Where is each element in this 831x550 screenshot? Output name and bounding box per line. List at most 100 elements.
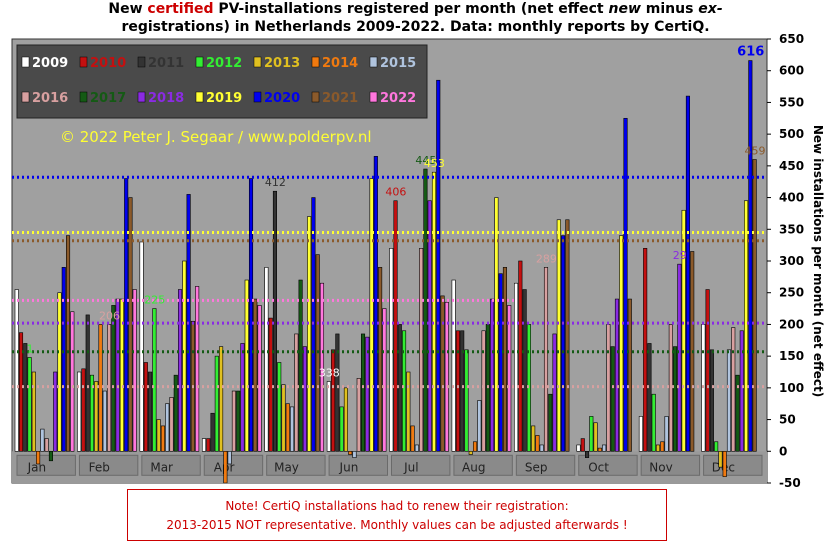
- bar-2019-Jun: [369, 178, 374, 452]
- bar-2018-Dec: [739, 330, 744, 452]
- bar-2012-Mar: [152, 308, 157, 452]
- legend-swatch-2016: [21, 91, 30, 103]
- bar-2009-Mar: [139, 241, 144, 452]
- data-label: 225: [144, 294, 165, 307]
- y-axis-label: New installations per month (net effect): [811, 125, 825, 397]
- bar-2010-Sep: [518, 260, 523, 452]
- bar-2020-Jul: [436, 79, 441, 452]
- y-tick-label: 200: [779, 317, 804, 331]
- y-tick-label: 350: [779, 222, 804, 236]
- data-label: 453: [424, 157, 445, 170]
- bar-2014-Jan: [36, 450, 41, 465]
- bar-2021-Feb: [128, 197, 133, 452]
- bar-2013-Oct: [593, 422, 598, 452]
- bar-2010-May: [268, 317, 273, 452]
- bar-2011-Sep: [522, 289, 527, 452]
- bar-2015-Oct: [602, 444, 607, 452]
- bar-2020-Dec: [748, 60, 753, 452]
- data-label: 29: [673, 249, 687, 262]
- bar-2022-Aug: [507, 305, 512, 452]
- y-tick-label: 650: [779, 32, 804, 46]
- month-band: [703, 454, 763, 476]
- data-label: 1: [26, 342, 33, 355]
- bar-2012-Apr: [214, 355, 219, 452]
- month-band: [453, 454, 513, 476]
- bar-2022-Jun: [382, 308, 387, 452]
- bar-2016-Mar: [169, 397, 174, 452]
- bar-2015-Jun: [352, 450, 357, 458]
- bar-2011-Jan: [23, 343, 28, 452]
- bar-2022-Apr: [257, 305, 262, 452]
- bar-2020-Jan: [61, 267, 66, 452]
- bar-2009-Jun: [326, 381, 331, 452]
- y-tick-label: 250: [779, 286, 804, 300]
- bar-2018-Nov: [677, 263, 682, 452]
- month-label: Jun: [339, 460, 359, 474]
- bar-2022-May: [319, 282, 325, 452]
- month-band: [203, 454, 264, 476]
- bar-2012-Oct: [589, 416, 594, 452]
- title-text: minus: [640, 1, 699, 17]
- legend-swatch-2021: [311, 91, 320, 103]
- month-band: [640, 454, 701, 476]
- bar-2009-Nov: [638, 416, 643, 452]
- month-band: [78, 454, 139, 476]
- bar-2010-Oct: [580, 438, 585, 452]
- bar-2019-May: [307, 216, 312, 452]
- y-tick-label: 550: [779, 95, 804, 109]
- legend-label-2020: 2020: [264, 91, 300, 106]
- chart-title: New certified PV-installations registere…: [0, 0, 831, 36]
- y-tick-label: 50: [779, 413, 796, 427]
- month-label: Jul: [403, 460, 418, 474]
- bar-2020-Jun: [373, 156, 378, 452]
- bar-2018-Jul: [427, 200, 432, 452]
- bar-2011-Jun: [335, 333, 340, 452]
- bar-2022-Jul: [444, 301, 449, 452]
- legend-swatch-2017: [79, 91, 88, 103]
- bar-2016-Dec: [731, 327, 736, 452]
- copyright-text: © 2022 Peter J. Segaar / www.polderpv.nl: [60, 128, 372, 146]
- bar-2017-Mar: [173, 374, 178, 452]
- legend-swatch-2014: [311, 56, 320, 68]
- bar-2010-Dec: [705, 289, 710, 452]
- bar-2014-May: [285, 403, 290, 452]
- y-tick-label: -50: [779, 476, 801, 490]
- bar-2009-Apr: [201, 438, 207, 452]
- legend-swatch-2022: [369, 91, 378, 103]
- legend-label-2010: 2010: [90, 56, 126, 71]
- bar-2019-Jan: [57, 292, 62, 452]
- y-tick-label: 400: [779, 191, 804, 205]
- legend-label-2015: 2015: [380, 56, 416, 71]
- data-label: 459: [745, 145, 766, 158]
- bar-2013-Jun: [343, 387, 348, 452]
- bar-2022-Mar: [195, 286, 200, 452]
- legend-swatch-2011: [137, 56, 146, 68]
- legend-label-2021: 2021: [322, 91, 358, 106]
- bar-2013-Dec: [718, 450, 723, 468]
- bar-2017-May: [298, 279, 303, 452]
- note-box: Note! CertiQ installations had to renew …: [127, 489, 667, 541]
- y-tick-label: 100: [779, 381, 804, 395]
- bar-2013-Jan: [31, 371, 36, 452]
- bar-2009-May: [264, 267, 269, 452]
- bar-2017-Apr: [236, 390, 241, 452]
- bar-2014-Dec: [722, 450, 727, 477]
- bar-2022-Jan: [70, 311, 75, 452]
- bar-2015-Nov: [664, 416, 669, 452]
- legend-label-2012: 2012: [206, 56, 242, 71]
- legend-label-2013: 2013: [264, 56, 300, 71]
- y-tick-label: 450: [779, 159, 804, 173]
- month-label: Aug: [462, 460, 485, 474]
- bar-2015-Aug: [477, 400, 482, 452]
- bar-2017-Jun: [360, 333, 366, 452]
- bar-2016-Jan: [44, 438, 49, 452]
- bar-2016-Jul: [419, 248, 424, 452]
- legend-label-2017: 2017: [90, 91, 126, 106]
- bar-2018-Jan: [53, 371, 58, 452]
- bar-2017-Feb: [111, 305, 116, 452]
- bar-2019-Feb: [119, 298, 124, 452]
- bar-2018-Mar: [178, 289, 183, 452]
- bar-2021-Jan: [66, 235, 71, 452]
- bar-2011-Dec: [709, 349, 714, 452]
- bar-2014-Mar: [160, 425, 165, 452]
